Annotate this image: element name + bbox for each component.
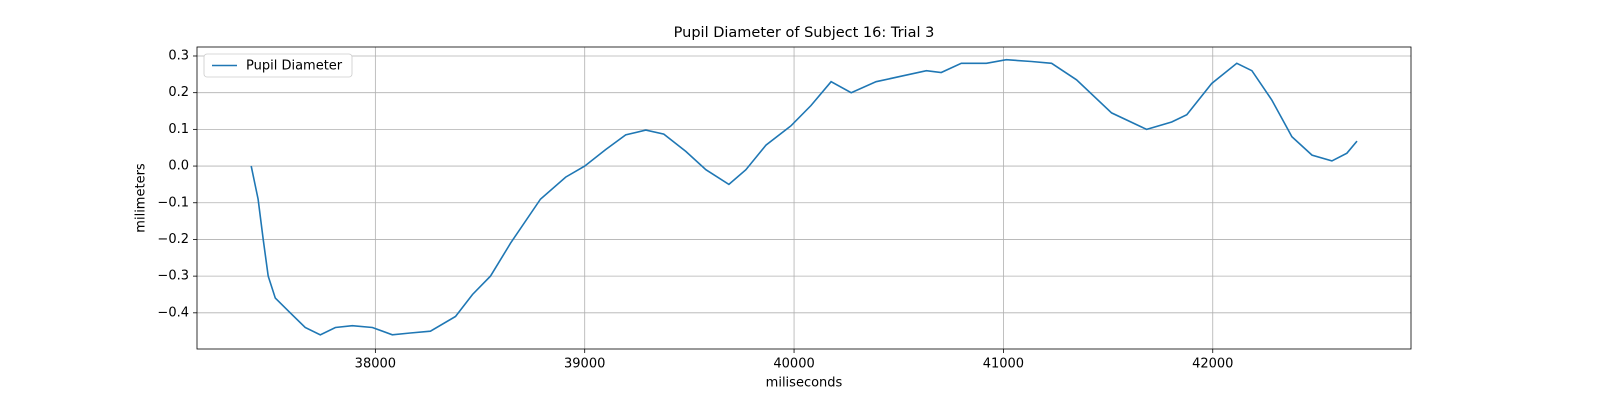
y-tick-label: 0.3: [168, 48, 189, 63]
y-tick-label: −0.4: [157, 305, 189, 320]
plot-frame: [196, 46, 1412, 350]
y-axis-label: milimeters: [134, 163, 149, 233]
x-axis-label: miliseconds: [766, 376, 843, 391]
y-tick-label: −0.2: [157, 232, 189, 247]
legend-box: [203, 53, 353, 78]
x-tick-label: 40000: [773, 357, 814, 372]
x-tick-label: 42000: [1192, 357, 1233, 372]
y-tick-label: 0.2: [168, 85, 189, 100]
y-tick-label: −0.3: [157, 269, 189, 284]
y-tick-label: −0.1: [157, 195, 189, 210]
y-tick-label: 0.1: [168, 122, 189, 137]
x-tick-label: 39000: [564, 357, 605, 372]
data-line: [250, 58, 1358, 336]
legend-label: Pupil Diameter: [246, 59, 343, 74]
x-tick-label: 38000: [355, 357, 396, 372]
y-tick-label: 0.0: [168, 159, 189, 174]
x-tick-label: 41000: [983, 357, 1024, 372]
chart-title: Pupil Diameter of Subject 16: Trial 3: [674, 25, 935, 41]
